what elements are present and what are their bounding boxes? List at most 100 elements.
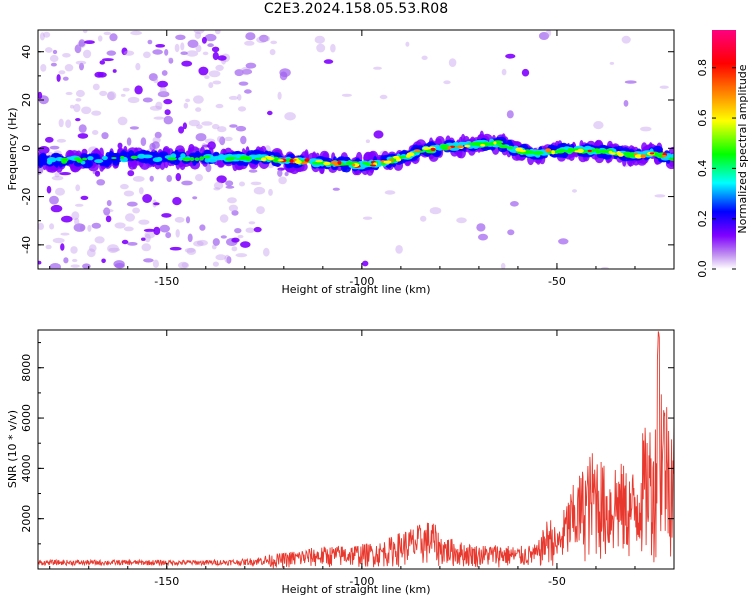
noise-blob (58, 118, 64, 128)
ridge-peak (464, 144, 471, 148)
noise-blob (220, 235, 227, 239)
noise-blob (103, 207, 111, 216)
noise-blob (429, 207, 442, 215)
noise-blob (103, 31, 112, 36)
noise-blob (192, 196, 198, 200)
noise-blob (268, 188, 273, 196)
y-tick-label: 6000 (20, 404, 33, 432)
noise-blob (97, 35, 103, 42)
noise-blob (70, 264, 80, 268)
noise-blob (180, 51, 188, 55)
noise-blob (205, 163, 212, 173)
noise-blob (215, 64, 224, 71)
ridge-peak (447, 146, 452, 150)
colorbar-tick-label: 0.2 (696, 210, 709, 228)
noise-blob (621, 35, 631, 44)
noise-blob (228, 95, 239, 100)
noise-blob (168, 57, 174, 64)
colorbar-label: Normalized spectral amplitude (736, 64, 749, 233)
ridge-cell (156, 156, 163, 162)
noise-blob (101, 258, 106, 264)
noise-blob (94, 71, 104, 78)
noise-blob (256, 36, 267, 44)
ridge-cell (87, 160, 94, 167)
ridge-peak (493, 141, 497, 145)
y-tick-label: 8000 (20, 354, 33, 382)
ridge-peak (480, 143, 486, 147)
noise-blob (183, 102, 189, 109)
noise-blob (224, 254, 230, 263)
noise-blob (177, 261, 190, 269)
snr-ticks: -150 -100 -50 2000 4000 6000 8000 (20, 330, 674, 588)
noise-blob (46, 185, 52, 194)
y-tick-label: 0 (20, 145, 33, 152)
ridge-cell (558, 148, 566, 153)
noise-blob (174, 43, 180, 53)
noise-blob (153, 78, 159, 84)
noise-blob (121, 239, 129, 245)
noise-blob (175, 34, 186, 40)
noise-blob (144, 231, 155, 239)
ridge-cell (142, 154, 153, 159)
noise-blob (65, 91, 73, 96)
ridge-cell (254, 154, 265, 159)
noise-blob (74, 203, 84, 207)
noise-blob (83, 49, 92, 59)
noise-blob (241, 68, 253, 75)
noise-blob (623, 100, 629, 107)
noise-blob (140, 137, 147, 147)
ridge-peak (352, 163, 356, 167)
ridge-peak (551, 150, 556, 155)
noise-blob (184, 248, 196, 253)
ridge-cell (120, 155, 125, 160)
noise-blob (215, 254, 227, 261)
noise-blob (207, 141, 216, 150)
noise-blob (52, 49, 58, 55)
ridge-cell (60, 157, 69, 162)
noise-blob (43, 31, 51, 38)
noise-blob (240, 241, 251, 248)
noise-blob (165, 232, 172, 239)
ridge-cell (199, 156, 205, 161)
noise-blob (94, 170, 101, 177)
ridge-cell (112, 157, 120, 166)
ridge-cell (656, 154, 663, 157)
noise-blob (125, 213, 135, 222)
noise-blob (107, 91, 115, 101)
noise-blob (187, 233, 193, 243)
noise-blob (506, 110, 514, 119)
noise-blob (264, 35, 270, 42)
noise-blob (654, 194, 666, 198)
ridge-peak (370, 164, 377, 167)
noise-blob (217, 55, 227, 61)
noise-blob (56, 74, 61, 82)
ridge-peak (617, 152, 624, 157)
ridge-peak (577, 148, 584, 153)
noise-blob (443, 80, 451, 85)
noise-blob (245, 32, 256, 41)
noise-blob (201, 121, 213, 126)
noise-blob (362, 260, 369, 267)
noise-blob (135, 62, 141, 71)
snr-panel: -150 -100 -50 2000 4000 6000 8000 Height of st… (6, 329, 675, 596)
ridge-peak (640, 154, 647, 159)
noise-blob (405, 41, 410, 47)
ridge-cell (82, 157, 88, 161)
noise-blob (152, 49, 163, 55)
noise-blob (92, 83, 100, 91)
noise-blob (78, 39, 86, 47)
noise-blob (448, 58, 457, 67)
noise-blob (87, 224, 92, 232)
noise-blob (153, 202, 160, 206)
noise-blob (231, 210, 239, 216)
noise-blob (70, 104, 75, 109)
noise-blob (143, 228, 156, 233)
ridge-cell (346, 160, 352, 166)
noise-blob (259, 34, 269, 43)
noise-blob (134, 85, 143, 95)
colorbar-gradient (712, 30, 736, 269)
noise-blob (174, 216, 185, 223)
noise-blob (106, 91, 117, 101)
x-tick-label: -150 (154, 575, 179, 588)
noise-blob (54, 172, 60, 178)
